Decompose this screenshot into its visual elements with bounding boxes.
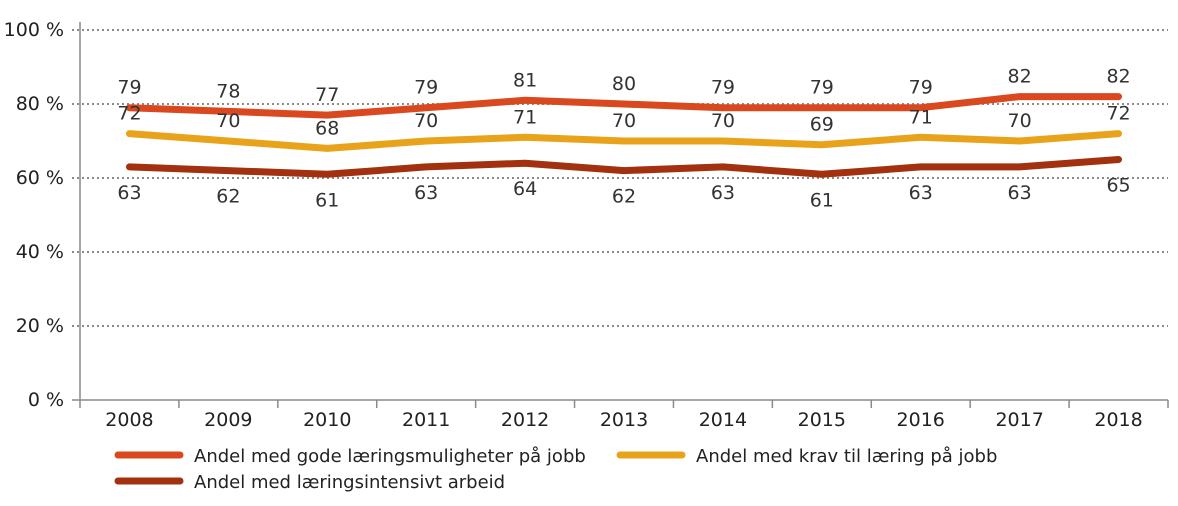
series-line-1 [125,93,1123,119]
legend-label-3: Andel med læringsintensivt arbeid [194,472,505,493]
data-label-series-2: 68 [315,117,339,139]
data-labels: 79 78 77 79 81 80 79 79 79 82 82 72 70 68 70 71 70 70 69 71… [117,66,1130,212]
y-tick-label: 40 % [16,241,64,263]
data-label-series-1: 81 [513,69,537,91]
data-label-series-3: 61 [810,189,834,211]
x-tick-label: 2011 [402,409,450,431]
data-label-series-2: 69 [810,114,834,136]
data-label-series-1: 79 [810,77,834,99]
data-label-series-3: 63 [909,182,933,204]
x-tick-label: 2016 [897,409,945,431]
series-line-2 [125,130,1123,152]
y-tick-label: 60 % [16,167,64,189]
data-label-series-1: 82 [1008,66,1032,88]
series-lines [125,93,1123,178]
x-tick-label: 2012 [501,409,549,431]
data-label-series-3: 65 [1106,175,1130,197]
data-label-series-2: 71 [513,106,537,128]
data-label-series-3: 63 [414,182,438,204]
data-label-series-3: 64 [513,178,537,200]
data-label-series-3: 62 [612,186,636,208]
data-label-series-2: 72 [117,103,141,125]
data-label-series-2: 72 [1106,103,1130,125]
data-label-series-3: 62 [216,186,240,208]
data-label-series-1: 79 [711,77,735,99]
x-tick-label: 2018 [1094,409,1142,431]
data-label-series-3: 61 [315,189,339,211]
axes: 0 % 20 % 40 % 60 % 80 % 100 % 2008 2009 2010 2011… [4,19,1169,431]
legend-label-2: Andel med krav til læring på jobb [696,446,997,467]
y-tick-label: 100 % [4,19,64,41]
x-tick-label: 2017 [995,409,1043,431]
x-tick-label: 2009 [204,409,252,431]
data-label-series-1: 80 [612,73,636,95]
data-label-series-1: 78 [216,80,240,102]
x-tick-label: 2010 [303,409,351,431]
data-label-series-1: 79 [414,77,438,99]
x-tick-label: 2008 [105,409,153,431]
y-tick-label: 80 % [16,93,64,115]
data-label-series-3: 63 [117,182,141,204]
data-label-series-2: 70 [612,110,636,132]
x-tick-label: 2014 [699,409,747,431]
data-label-series-2: 70 [414,110,438,132]
data-label-series-1: 79 [117,77,141,99]
data-label-series-2: 70 [711,110,735,132]
data-label-series-2: 71 [909,106,933,128]
data-label-series-1: 79 [909,77,933,99]
x-tick-label: 2015 [798,409,846,431]
legend-label-1: Andel med gode læringsmuligheter på jobb [194,446,586,467]
data-label-series-3: 63 [1008,182,1032,204]
x-tick-label: 2013 [600,409,648,431]
data-label-series-2: 70 [216,110,240,132]
series-line-3 [125,156,1123,178]
data-label-series-1: 82 [1106,66,1130,88]
data-label-series-3: 63 [711,182,735,204]
y-tick-label: 20 % [16,315,64,337]
data-label-series-1: 77 [315,84,339,106]
y-tick-label: 0 % [28,389,64,411]
legend: Andel med gode læringsmuligheter på jobb… [114,446,997,493]
data-label-series-2: 70 [1008,110,1032,132]
